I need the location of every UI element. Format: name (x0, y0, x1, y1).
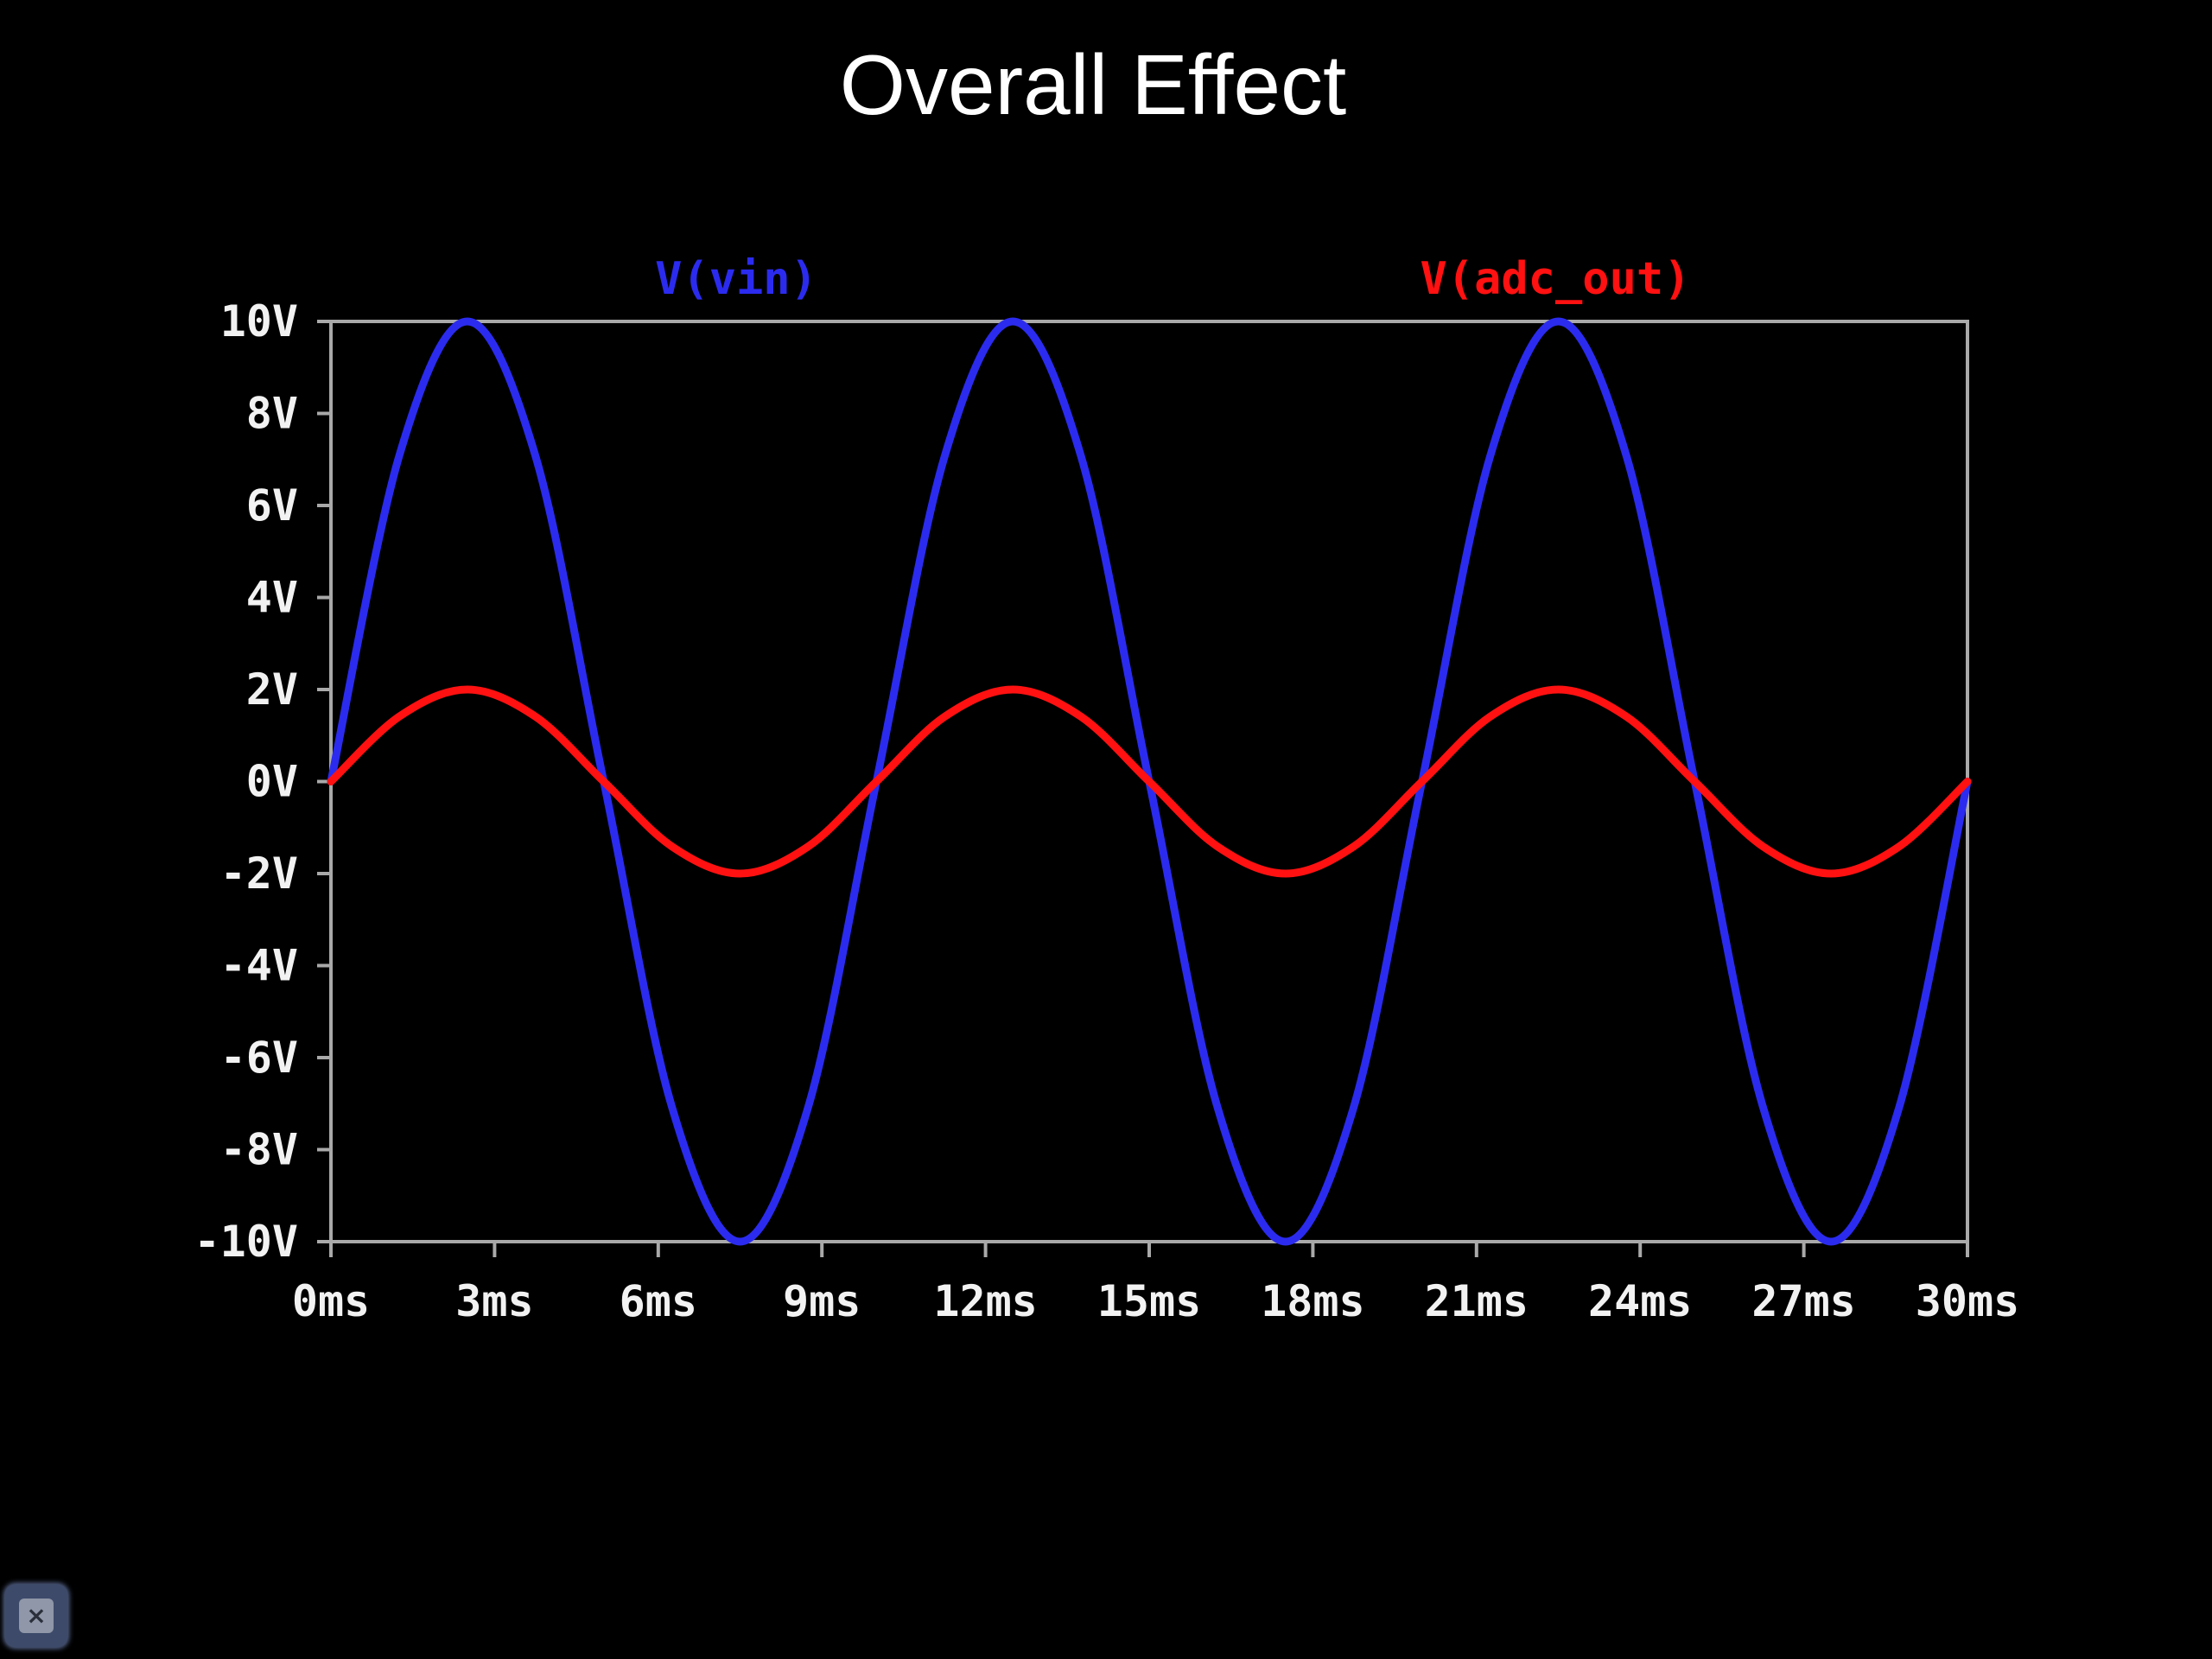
series-adc-out-line (327, 685, 1972, 878)
close-button[interactable]: × (5, 1585, 67, 1647)
x-tick-label: 15ms (1097, 1276, 1201, 1326)
y-tick-label: -6V (220, 1033, 298, 1083)
series-layer (327, 317, 1972, 1246)
y-tick-label: -8V (220, 1125, 298, 1175)
x-tick-label: 18ms (1261, 1276, 1364, 1326)
y-tick-label: 10V (220, 296, 298, 346)
y-tick-label: 8V (246, 389, 298, 439)
legend-vin: V(vin) (655, 253, 817, 305)
x-tick-label: 3ms (455, 1276, 533, 1326)
x-tick-label: 24ms (1588, 1276, 1692, 1326)
slide-title: Overall Effect (839, 37, 1347, 132)
legend: V(vin) V(adc_out) (655, 253, 1690, 305)
close-icon: × (19, 1599, 54, 1633)
x-tick-label: 6ms (620, 1276, 697, 1326)
y-tick-label: 2V (246, 664, 298, 715)
y-tick-label: 4V (246, 573, 298, 623)
y-tick-label: -2V (220, 849, 298, 899)
x-tick-label: 21ms (1425, 1276, 1529, 1326)
y-tick-label: -10V (194, 1217, 298, 1267)
y-tick-label: 6V (246, 480, 298, 531)
legend-adc-out: V(adc_out) (1420, 253, 1690, 305)
y-tick-label: 0V (246, 757, 298, 807)
x-tick-label: 27ms (1751, 1276, 1855, 1326)
x-tick-label: 9ms (783, 1276, 861, 1326)
x-tick-label: 0ms (292, 1276, 370, 1326)
y-tick-label: -4V (220, 941, 298, 991)
x-tick-label: 30ms (1916, 1276, 2019, 1326)
axes: 10V 8V 6V 4V 2V 0V -2V -4V -6V -8V -10V 0ms 3ms 6ms 9m… (194, 296, 2020, 1326)
x-tick-label: 12ms (933, 1276, 1037, 1326)
